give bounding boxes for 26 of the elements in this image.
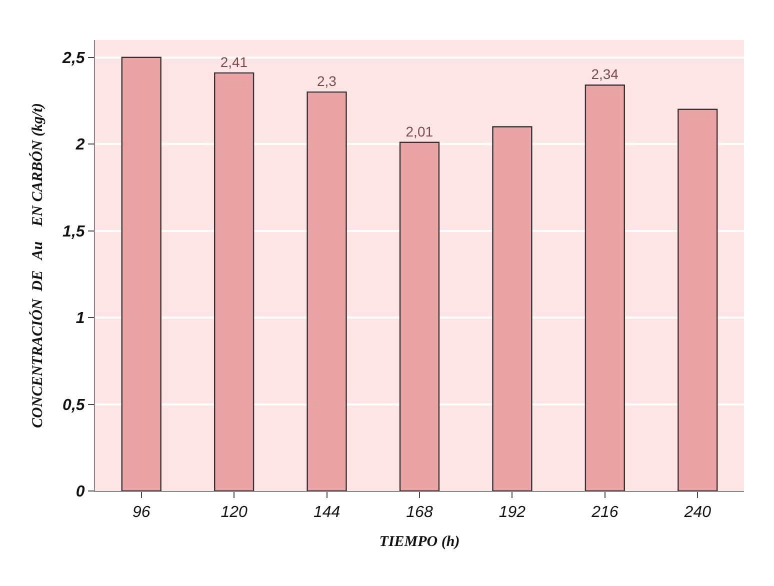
x-tick-label: 168 <box>406 504 433 522</box>
x-tick-label: 120 <box>220 504 248 522</box>
bar <box>121 56 162 491</box>
x-tick-label: 192 <box>498 504 526 522</box>
data-label: 2,01 <box>406 123 434 140</box>
y-tick-label: 1,5 <box>62 223 86 240</box>
y-tick-label: 1 <box>76 310 85 328</box>
bar <box>584 84 625 491</box>
x-tick-label: 240 <box>683 504 712 522</box>
y-tick-label: 0,5 <box>62 396 86 414</box>
data-label: 2,3 <box>316 73 337 90</box>
bar <box>306 91 347 491</box>
bar <box>214 72 254 491</box>
x-tick-label: 96 <box>132 504 150 522</box>
x-axis-title: TIEMPO (h) <box>379 534 460 550</box>
data-label: 2,34 <box>591 66 619 82</box>
data-label: 2,41 <box>220 54 248 70</box>
bar <box>678 108 718 491</box>
x-tick-label: 216 <box>590 504 618 522</box>
y-tick-label: 2 <box>74 136 85 154</box>
y-tick-label: 2,5 <box>62 50 86 67</box>
y-axis-title: CONCENTRACIÓN DE Au EN CARBÓN (kg/t) <box>28 103 46 428</box>
bar <box>399 142 440 491</box>
y-tick-label: 0 <box>76 484 85 501</box>
x-tick-label: 144 <box>313 504 340 522</box>
bar <box>492 126 532 491</box>
